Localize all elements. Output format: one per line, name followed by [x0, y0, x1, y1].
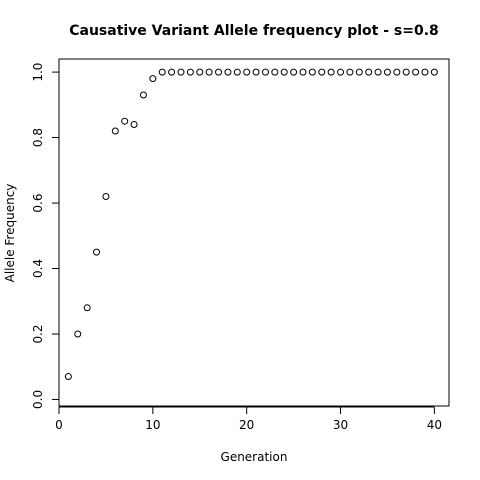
data-point	[158, 68, 166, 76]
data-point	[111, 127, 119, 135]
data-point	[74, 330, 82, 338]
y-axis: 0.0 0.2 0.4 0.6 0.8 1.0	[31, 63, 60, 409]
data-point	[430, 68, 438, 76]
y-tick-label: 0.2	[31, 324, 45, 343]
x-tick-label: 30	[333, 418, 348, 432]
data-point	[271, 68, 279, 76]
y-axis-label: Allele Frequency	[3, 184, 17, 283]
x-tick-label: 0	[55, 418, 63, 432]
data-point	[205, 68, 213, 76]
data-point	[121, 117, 129, 125]
data-point	[393, 68, 401, 76]
data-point	[421, 68, 429, 76]
data-point	[261, 68, 269, 76]
data-point	[243, 68, 251, 76]
data-point	[93, 248, 101, 256]
y-tick-label: 0.8	[31, 128, 45, 147]
data-point	[412, 68, 420, 76]
data-point	[327, 68, 335, 76]
y-tick-label: 1.0	[31, 63, 45, 82]
y-tick-label: 0.6	[31, 193, 45, 212]
data-point	[355, 68, 363, 76]
data-point	[233, 68, 241, 76]
data-point	[299, 68, 307, 76]
x-tick-label: 10	[145, 418, 160, 432]
x-tick-label: 20	[239, 418, 254, 432]
data-point	[365, 68, 373, 76]
x-axis: 0 10 20 30 40	[55, 406, 442, 432]
y-tick-label: 0.0	[31, 390, 45, 409]
data-points	[64, 68, 438, 381]
x-tick-label: 40	[427, 418, 442, 432]
data-point	[346, 68, 354, 76]
data-point	[139, 91, 147, 99]
data-point	[168, 68, 176, 76]
data-point	[64, 373, 72, 381]
data-point	[196, 68, 204, 76]
data-point	[149, 75, 157, 83]
data-point	[318, 68, 326, 76]
plot-frame	[58, 58, 450, 407]
data-point	[224, 68, 232, 76]
x-axis-label: Generation	[221, 450, 288, 464]
data-point	[374, 68, 382, 76]
data-point	[280, 68, 288, 76]
data-point	[308, 68, 316, 76]
data-point	[186, 68, 194, 76]
data-point	[337, 68, 345, 76]
data-point	[130, 120, 138, 128]
data-point	[83, 304, 91, 312]
data-point	[252, 68, 260, 76]
data-point	[215, 68, 223, 76]
data-point	[383, 68, 391, 76]
data-point	[402, 68, 410, 76]
data-point	[290, 68, 298, 76]
y-tick-label: 0.4	[31, 259, 45, 278]
data-point	[177, 68, 185, 76]
chart-title: Causative Variant Allele frequency plot …	[69, 23, 439, 39]
data-point	[102, 192, 110, 200]
